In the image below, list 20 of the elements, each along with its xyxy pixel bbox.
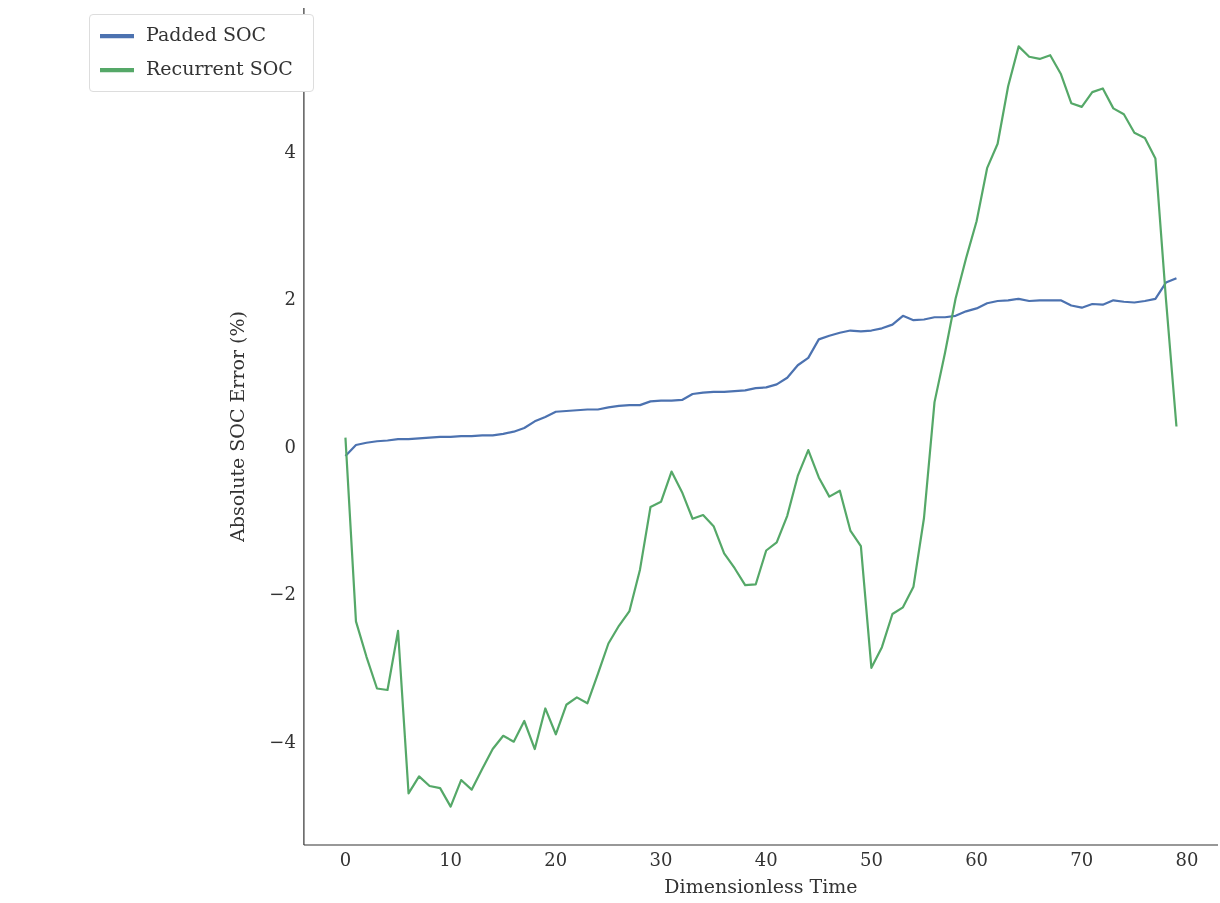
x-tick-label: 10 xyxy=(439,848,463,870)
x-tick-label: 60 xyxy=(965,848,989,870)
x-tick-label: 0 xyxy=(339,848,352,870)
x-tick-label: 40 xyxy=(754,848,778,870)
y-tick-label: 0 xyxy=(284,435,296,457)
legend-label: Padded SOC xyxy=(146,23,267,45)
x-tick-label: 50 xyxy=(859,848,883,870)
y-axis-title: Absolute SOC Error (%) xyxy=(225,311,248,543)
line-series xyxy=(344,277,1178,458)
x-axis-title: Dimensionless Time xyxy=(664,875,858,897)
x-tick-label: 80 xyxy=(1175,848,1199,870)
x-tick-label: 70 xyxy=(1070,848,1094,870)
x-tick-label: 30 xyxy=(649,848,673,870)
y-tick-label: −4 xyxy=(269,731,296,753)
x-tick-label: 20 xyxy=(544,848,568,870)
y-tick-label: 2 xyxy=(284,288,296,310)
line-series xyxy=(344,45,1178,808)
y-tick-label: −2 xyxy=(269,583,296,605)
y-tick-label: 4 xyxy=(284,140,296,162)
legend-label: Recurrent SOC xyxy=(146,57,293,79)
